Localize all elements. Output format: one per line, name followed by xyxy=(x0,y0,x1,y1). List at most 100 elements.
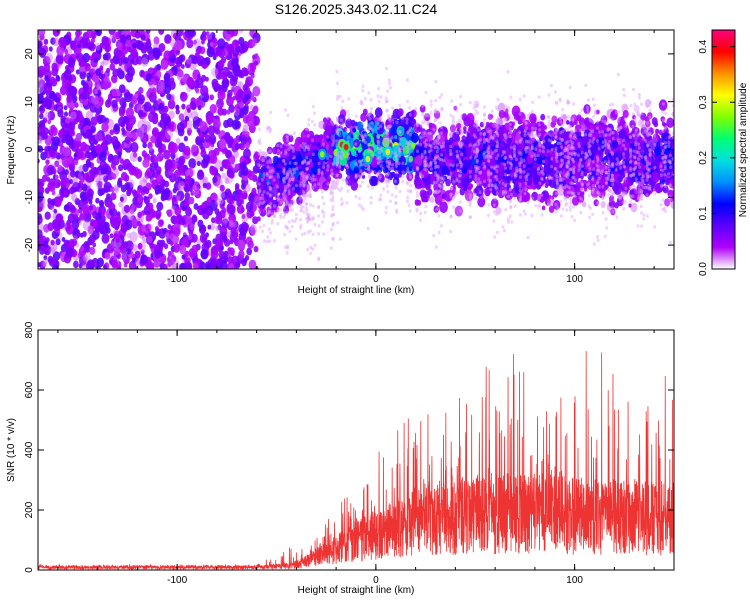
heatmap-cell xyxy=(286,173,290,177)
heatmap-cell xyxy=(287,179,291,183)
heatmap-cell xyxy=(276,221,280,226)
heatmap-cell xyxy=(303,194,306,198)
heatmap-cell xyxy=(234,68,242,77)
heatmap-cell xyxy=(226,191,233,198)
heatmap-cell xyxy=(64,169,69,176)
heatmap-cell xyxy=(384,210,388,215)
heatmap-cell xyxy=(42,56,51,67)
heatmap-cell xyxy=(306,176,310,180)
heatmap-cell xyxy=(304,206,308,210)
heatmap-cell xyxy=(255,193,261,202)
heatmap-cell xyxy=(298,226,302,230)
heatmap-cell xyxy=(181,178,186,184)
heatmap-cell xyxy=(300,232,304,237)
heatmap-cell xyxy=(273,214,276,218)
heatmap-cell xyxy=(282,169,286,174)
heatmap-cell xyxy=(50,239,55,246)
heatmap-cell xyxy=(268,185,272,190)
heatmap-cell xyxy=(322,181,330,191)
heatmap-cell xyxy=(317,205,321,209)
heatmap-cell xyxy=(99,201,104,208)
heatmap-cell xyxy=(276,206,280,210)
heatmap-cell xyxy=(188,54,196,64)
heatmap-cell xyxy=(306,185,310,190)
heatmap-cell xyxy=(222,159,231,170)
heatmap-cell xyxy=(111,89,118,97)
heatmap-cell xyxy=(257,182,264,190)
heatmap-cell xyxy=(339,124,343,128)
heatmap-cell xyxy=(176,195,181,201)
heatmap-cell xyxy=(234,163,240,170)
heatmap-cell xyxy=(269,202,273,206)
heatmap-cell xyxy=(291,145,294,150)
heatmap-cell xyxy=(322,211,326,215)
heatmap-cell xyxy=(322,214,326,219)
heatmap-cell xyxy=(92,229,100,240)
heatmap-cell xyxy=(326,136,331,143)
heatmap-cell xyxy=(143,195,148,202)
heatmap-cell xyxy=(257,163,261,167)
heatmap-cell xyxy=(209,104,217,114)
heatmap-cell xyxy=(210,248,219,260)
heatmap-cell xyxy=(331,223,335,227)
heatmap-cell xyxy=(326,135,330,139)
heatmap-cell xyxy=(249,62,257,72)
heatmap-cell xyxy=(340,186,344,191)
heatmap-cell xyxy=(101,233,110,244)
heatmap-cell xyxy=(249,210,255,217)
heatmap-cell xyxy=(376,126,380,130)
heatmap-cell xyxy=(98,224,105,233)
heatmap-cell xyxy=(257,168,262,174)
heatmap-cell xyxy=(66,95,72,103)
heatmap-cell xyxy=(266,206,272,213)
heatmap-cell xyxy=(290,224,294,229)
heatmap-cell xyxy=(378,116,382,120)
heatmap-cell xyxy=(205,239,212,248)
heatmap-cell xyxy=(263,239,266,243)
heatmap-cell xyxy=(149,162,157,173)
heatmap-cell xyxy=(185,215,193,225)
heatmap-cell xyxy=(69,204,76,213)
heatmap-cell xyxy=(156,141,163,149)
heatmap-cell xyxy=(122,39,128,45)
heatmap-cell xyxy=(226,168,234,178)
heatmap-cell xyxy=(210,154,218,164)
heatmap-cell xyxy=(377,135,381,140)
heatmap-cell xyxy=(188,230,194,237)
heatmap-cell xyxy=(170,255,177,263)
heatmap-cell xyxy=(268,149,272,153)
heatmap-cell xyxy=(279,213,283,217)
heatmap-cell xyxy=(322,165,326,170)
heatmap-cell xyxy=(54,174,59,180)
heatmap-cell xyxy=(196,170,205,181)
heatmap-cell xyxy=(196,160,201,167)
heatmap-cell xyxy=(311,247,315,251)
heatmap-cell xyxy=(238,90,246,100)
heatmap-cell xyxy=(258,207,264,215)
heatmap-cell xyxy=(123,204,131,213)
heatmap-cell xyxy=(166,209,170,215)
heatmap-cell xyxy=(267,210,271,215)
heatmap-cell xyxy=(92,220,99,228)
heatmap-cell xyxy=(279,151,283,155)
heatmap-cell xyxy=(388,139,392,144)
heatmap-cell xyxy=(78,219,83,225)
heatmap-cell xyxy=(156,84,162,91)
heatmap-cell xyxy=(164,159,173,170)
heatmap-cell xyxy=(114,246,121,256)
heatmap-cell xyxy=(257,201,262,208)
heatmap-cell xyxy=(173,243,180,253)
heatmap-cell xyxy=(285,210,289,215)
heatmap-cell xyxy=(60,178,68,188)
heatmap-cell xyxy=(117,179,122,185)
heatmap-cell xyxy=(259,196,263,200)
heatmap-cell xyxy=(377,181,381,185)
heatmap-cell xyxy=(118,109,125,117)
heatmap-cell xyxy=(217,107,224,116)
heatmap-cell xyxy=(136,220,141,227)
heatmap-cell xyxy=(301,189,305,194)
heatmap-cell xyxy=(389,85,392,90)
heatmap-cell xyxy=(307,187,311,192)
heatmap-cell xyxy=(153,36,160,45)
heatmap-cell xyxy=(317,171,321,175)
